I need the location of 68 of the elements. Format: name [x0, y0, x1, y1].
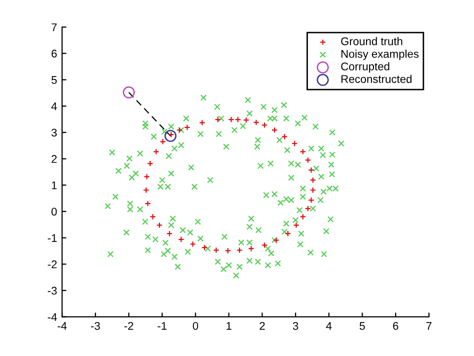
point — [271, 126, 278, 134]
point — [236, 247, 243, 254]
point — [253, 119, 260, 126]
point — [310, 176, 316, 184]
point — [146, 160, 154, 167]
x-tick-label: 2 — [260, 322, 265, 330]
x-tick-label: 7 — [426, 322, 432, 330]
x-tick-label: -2 — [124, 322, 134, 330]
point — [156, 222, 163, 228]
y-tick-label: 1 — [52, 182, 57, 190]
y-tick-label: -1 — [48, 234, 57, 242]
point — [201, 244, 208, 251]
x-tick-label: 1 — [226, 322, 232, 330]
y-tick-label: 2 — [52, 155, 57, 163]
point — [261, 122, 268, 128]
point — [144, 200, 151, 207]
point — [243, 116, 250, 124]
y-tick-label: -2 — [48, 260, 57, 268]
point — [310, 186, 316, 194]
legend-label: Reconstructed — [341, 74, 412, 83]
point — [261, 242, 268, 248]
x-tick-label: 4 — [326, 322, 332, 330]
point — [160, 138, 166, 145]
point — [308, 196, 314, 204]
point — [166, 230, 173, 237]
x-tick-label: 5 — [360, 322, 365, 330]
x-tick-label: -1 — [158, 322, 167, 330]
point — [152, 148, 160, 155]
point — [213, 247, 220, 254]
point — [304, 205, 312, 212]
legend-label: Ground truth — [341, 37, 402, 46]
point — [178, 236, 184, 243]
point — [300, 148, 306, 155]
x-tick-label: -4 — [58, 322, 67, 330]
point — [142, 186, 150, 194]
legend-label: Corrupted — [341, 62, 390, 73]
point — [164, 130, 176, 142]
x-tick-label: -3 — [91, 322, 100, 330]
y-tick-label: 0 — [51, 208, 57, 216]
point — [304, 156, 312, 164]
point — [293, 222, 300, 228]
x-tick-label: 0 — [192, 322, 198, 330]
point — [228, 116, 234, 123]
x-tick-label: 6 — [393, 322, 398, 330]
point — [300, 214, 306, 220]
point — [281, 133, 288, 140]
point — [184, 124, 190, 131]
legend-label: Noisy examples — [341, 50, 419, 60]
y-tick-label: 3 — [51, 128, 57, 137]
point — [144, 174, 150, 180]
point — [308, 166, 314, 174]
y-tick-label: 4 — [51, 102, 57, 110]
point — [248, 245, 254, 252]
point — [190, 240, 196, 248]
point — [234, 116, 242, 123]
point — [150, 214, 156, 220]
x-tick-label: 3 — [292, 322, 298, 330]
point — [199, 120, 206, 126]
point — [224, 248, 232, 254]
y-tick-label: 6 — [52, 50, 57, 58]
y-tick-label: 7 — [52, 23, 57, 32]
y-tick-label: 5 — [52, 76, 57, 84]
point — [284, 230, 292, 237]
y-tick-label: -4 — [48, 313, 57, 321]
point — [291, 140, 298, 147]
y-tick-label: -3 — [48, 286, 57, 295]
point — [122, 86, 135, 98]
point — [214, 116, 222, 123]
